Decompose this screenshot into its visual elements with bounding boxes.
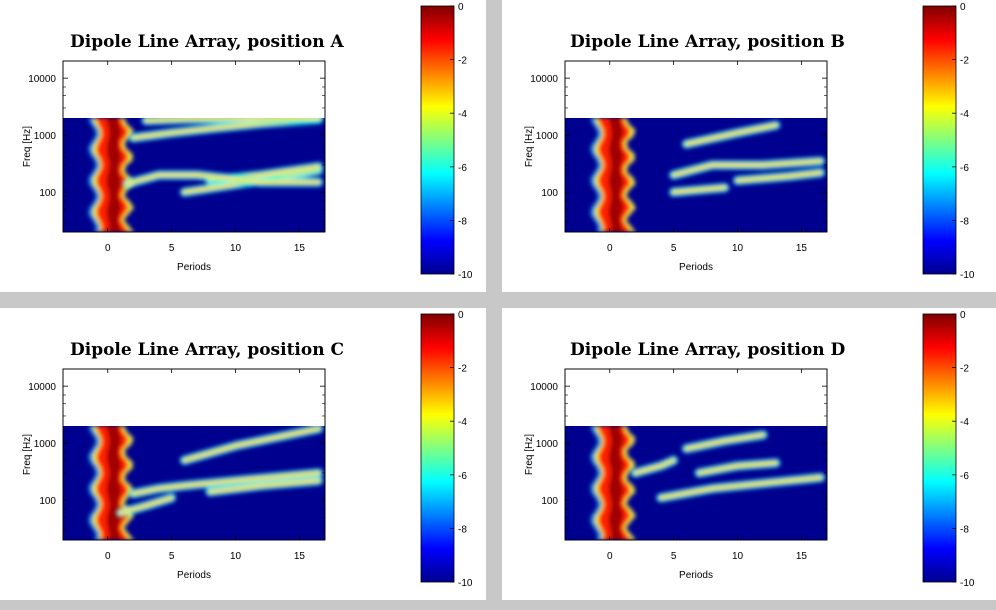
- chart-d-ytick-label-1: 1000: [536, 439, 559, 450]
- chart-panel-a: Dipole Line Array, position A 100 1000 1000…: [0, 0, 486, 292]
- chart-c-cbar-tick-label-5: -10: [458, 578, 473, 589]
- chart-d-ytick-label-0: 100: [541, 496, 558, 507]
- chart-b-cbar-tick-label-0: 0: [960, 2, 966, 13]
- chart-a-xtick-label-3: 15: [294, 243, 306, 254]
- chart-d-xtick-label-3: 15: [796, 551, 808, 562]
- chart-a-ylabel: Freq [Hz]: [22, 126, 33, 167]
- chart-c-cbar-tick-label-1: -2: [458, 364, 467, 375]
- chart-d-heatmap: [565, 426, 827, 540]
- chart-c-cbar-tick-label-0: 0: [458, 310, 464, 321]
- chart-c-ylabel: Freq [Hz]: [22, 434, 33, 475]
- chart-d-colorbar: [922, 313, 957, 583]
- chart-b-cbar-tick-label-2: -4: [960, 109, 969, 120]
- chart-a-ridge-2: [124, 173, 321, 186]
- chart-panel-c: Dipole Line Array, position C 100 1000 1000…: [0, 308, 486, 600]
- chart-b-svg: Dipole Line Array, position B10010001000…: [524, 2, 975, 281]
- chart-d-cbar-tick-label-0: 0: [960, 310, 966, 321]
- chart-a-xtick-label-0: 0: [105, 243, 111, 254]
- chart-d-xtick-label-1: 5: [671, 551, 677, 562]
- chart-panel-b: Dipole Line Array, position B 100 1000 1000…: [502, 0, 996, 292]
- chart-c-ridge-0: [118, 495, 174, 515]
- chart-a-main-band-core: [106, 118, 122, 232]
- chart-b-cbar-tick-label-3: -6: [960, 163, 969, 174]
- chart-d-cbar-tick-label-1: -2: [960, 364, 969, 375]
- chart-d-cbar-tick-label-3: -6: [960, 471, 969, 482]
- chart-a-cbar-tick-label-4: -8: [458, 216, 467, 227]
- chart-d-cbar-tick-label-4: -8: [960, 524, 969, 535]
- chart-a-ridge-4: [144, 118, 321, 123]
- chart-a-svg: Dipole Line Array, position A10010001000…: [22, 2, 473, 281]
- chart-d-cbar-tick-label-5: -10: [960, 578, 975, 589]
- chart-b-ytick-label-0: 100: [541, 188, 558, 199]
- chart-a-cbar-tick-label-3: -6: [458, 163, 467, 174]
- chart-b-ytick-label-1: 1000: [536, 131, 559, 142]
- chart-d-ylabel: Freq [Hz]: [524, 434, 535, 475]
- chart-c-xtick-label-3: 15: [294, 551, 306, 562]
- chart-a-xtick-label-1: 5: [169, 243, 175, 254]
- chart-a-xlabel: Periods: [177, 262, 211, 273]
- chart-d-ytick-label-2: 10000: [530, 382, 558, 393]
- chart-c-ytick-label-0: 100: [39, 496, 56, 507]
- chart-a-cbar-tick-label-1: -2: [458, 56, 467, 67]
- chart-d-svg: Dipole Line Array, position D10010001000…: [524, 310, 975, 589]
- chart-b-xlabel: Periods: [679, 262, 713, 273]
- chart-d-ridge-2: [697, 460, 778, 475]
- chart-c-heatmap: [63, 426, 325, 540]
- chart-a-ytick-label-0: 100: [39, 188, 56, 199]
- chart-b-ridge-3: [735, 170, 823, 183]
- chart-b-title: Dipole Line Array, position B: [570, 32, 845, 52]
- chart-d-xtick-label-2: 10: [732, 551, 744, 562]
- chart-c-title: Dipole Line Array, position C: [70, 340, 344, 360]
- chart-a-ytick-label-1: 1000: [34, 131, 57, 142]
- chart-c-ytick-label-1: 1000: [34, 439, 57, 450]
- chart-b-ytick-label-2: 10000: [530, 74, 558, 85]
- chart-c-svg: Dipole Line Array, position C10010001000…: [22, 310, 473, 589]
- chart-b-xtick-label-2: 10: [732, 243, 744, 254]
- chart-c-xlabel: Periods: [177, 570, 211, 581]
- chart-a-heatmap: [63, 118, 325, 232]
- chart-c-colorbar: [420, 313, 455, 583]
- chart-d-ridge-1: [684, 432, 766, 451]
- chart-b-cbar-tick-label-5: -10: [960, 270, 975, 281]
- chart-b-colorbar: [922, 5, 957, 275]
- chart-b-ridge-0: [671, 159, 823, 177]
- chart-d-title: Dipole Line Array, position D: [570, 340, 846, 360]
- chart-d-xlabel: Periods: [679, 570, 713, 581]
- chart-a-cbar-tick-label-2: -4: [458, 109, 467, 120]
- chart-b-ridge-2: [684, 123, 778, 146]
- chart-d-cbar-tick-label-2: -4: [960, 417, 969, 428]
- chart-a-cbar-tick-label-0: 0: [458, 2, 464, 13]
- chart-a-ytick-label-2: 10000: [28, 74, 56, 85]
- chart-panel-d: Dipole Line Array, position D 100 1000 1000…: [502, 308, 996, 600]
- chart-d-ridge-0: [633, 458, 676, 475]
- chart-c-ridge-2: [182, 426, 321, 463]
- chart-b-xtick-label-1: 5: [671, 243, 677, 254]
- chart-c-ridge-1: [131, 470, 321, 496]
- chart-a-cbar-tick-label-5: -10: [458, 270, 473, 281]
- chart-c-xtick-label-0: 0: [105, 551, 111, 562]
- chart-a-title: Dipole Line Array, position A: [70, 32, 345, 52]
- chart-c-cbar-tick-label-3: -6: [458, 471, 467, 482]
- chart-d-xtick-label-0: 0: [607, 551, 613, 562]
- chart-c-xtick-label-1: 5: [169, 551, 175, 562]
- chart-b-heatmap: [565, 118, 827, 232]
- chart-a-xtick-label-2: 10: [230, 243, 242, 254]
- chart-d-ridge-3: [658, 475, 823, 500]
- chart-b-cbar-tick-label-1: -2: [960, 56, 969, 67]
- chart-b-ylabel: Freq [Hz]: [524, 126, 535, 167]
- chart-c-xtick-label-2: 10: [230, 551, 242, 562]
- chart-b-main-band-core: [608, 118, 624, 232]
- chart-a-colorbar: [420, 5, 455, 275]
- chart-c-ytick-label-2: 10000: [28, 382, 56, 393]
- chart-c-cbar-tick-label-2: -4: [458, 417, 467, 428]
- chart-c-cbar-tick-label-4: -8: [458, 524, 467, 535]
- chart-c-ridge-3: [207, 478, 321, 494]
- chart-b-ridge-1: [671, 185, 727, 195]
- chart-b-cbar-tick-label-4: -8: [960, 216, 969, 227]
- chart-b-xtick-label-0: 0: [607, 243, 613, 254]
- chart-b-xtick-label-3: 15: [796, 243, 808, 254]
- chart-d-main-band-core: [608, 426, 624, 540]
